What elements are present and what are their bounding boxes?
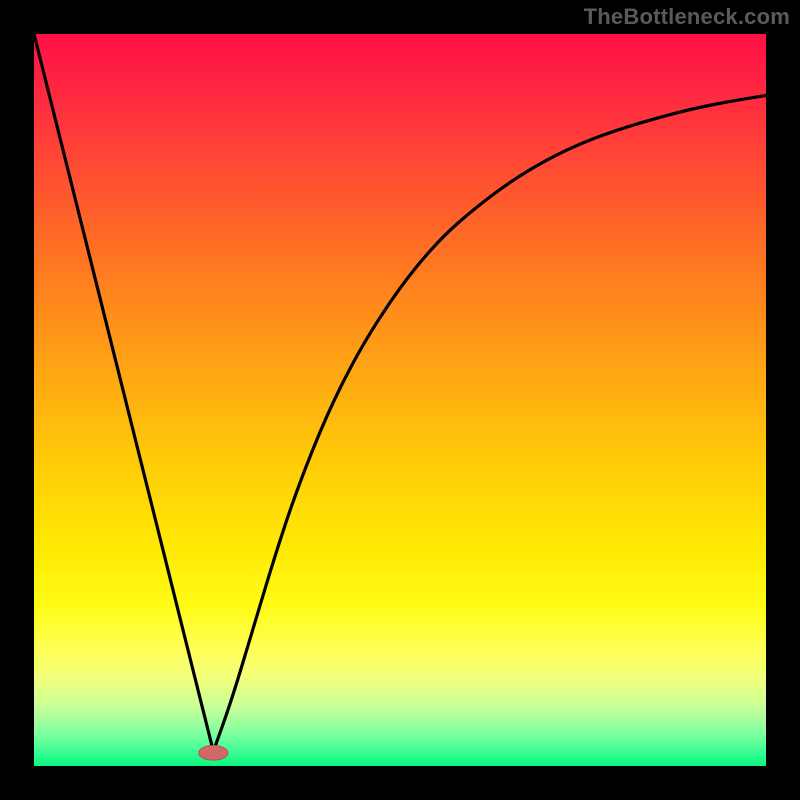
bottleneck-chart	[34, 34, 766, 766]
chart-background	[34, 34, 766, 766]
watermark-text: TheBottleneck.com	[584, 4, 790, 30]
valley-marker	[199, 746, 228, 761]
chart-container: TheBottleneck.com	[0, 0, 800, 800]
